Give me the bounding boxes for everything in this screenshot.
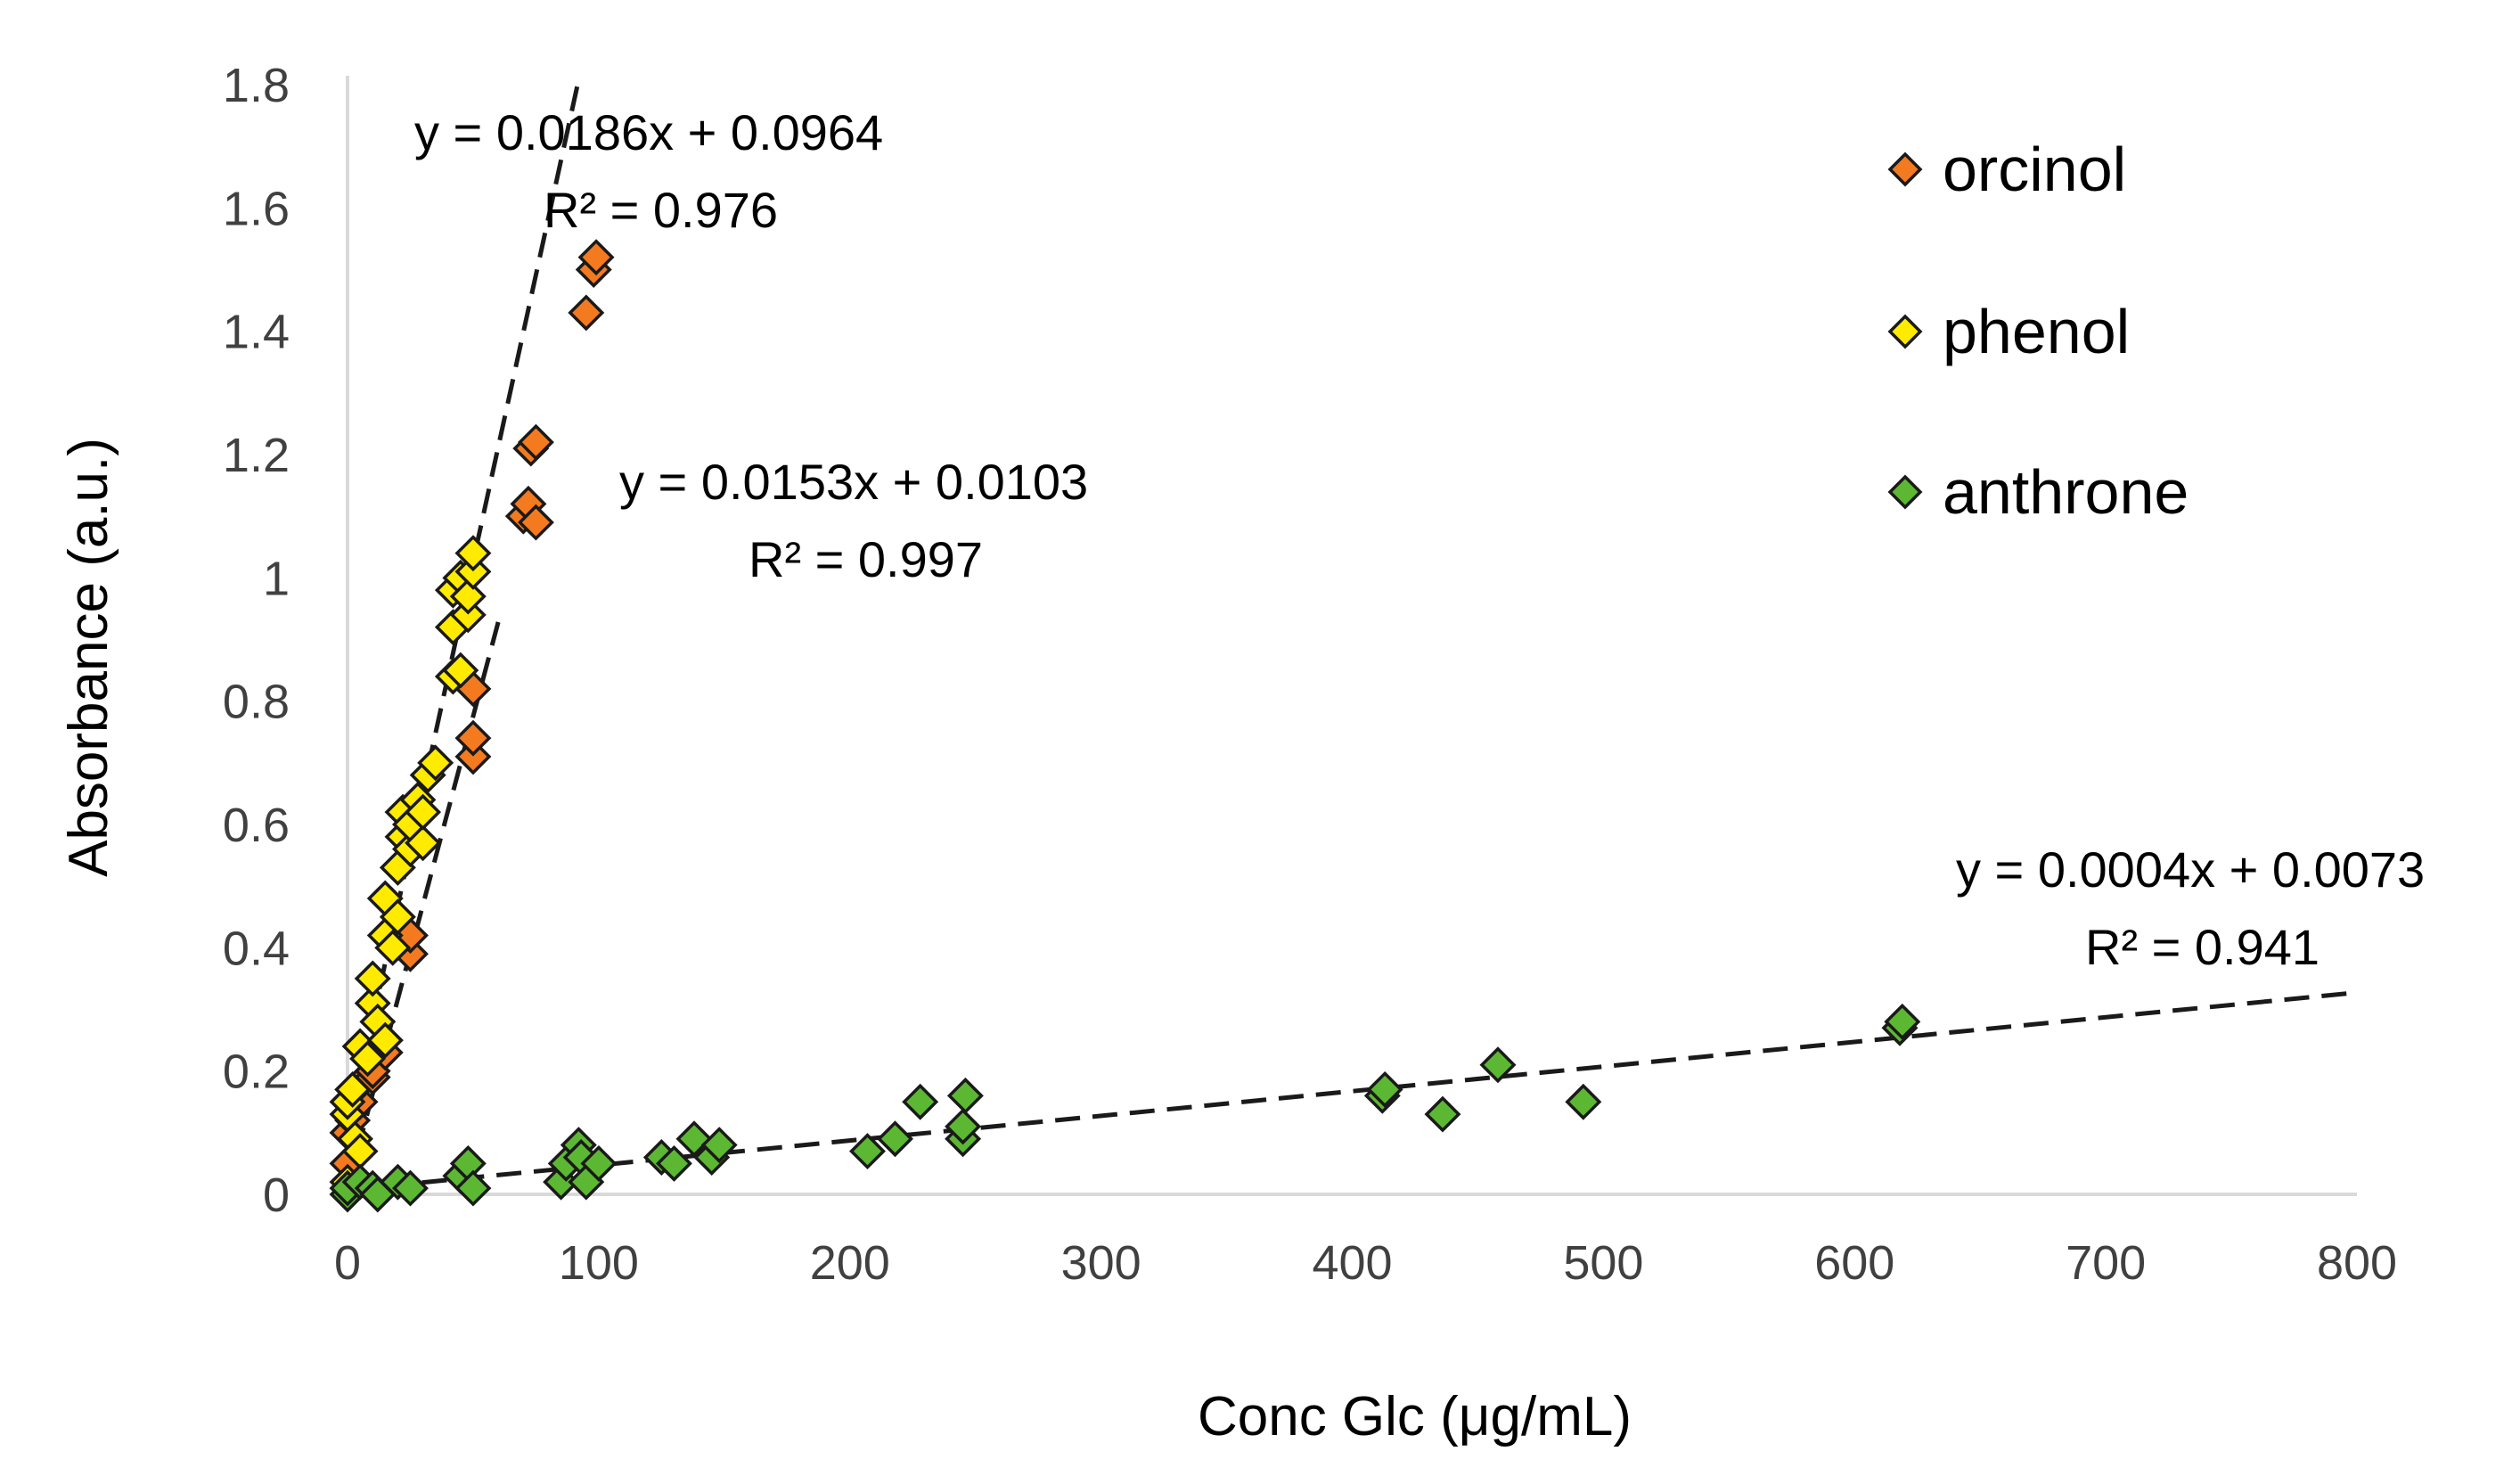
y-tick-label: 0 bbox=[263, 1168, 290, 1222]
phenol-legend-label: phenol bbox=[1943, 297, 2130, 366]
orcinol-point bbox=[454, 738, 492, 775]
phenol-point bbox=[366, 1021, 404, 1059]
phenol-legend-marker bbox=[1887, 314, 1923, 349]
axes bbox=[346, 76, 2357, 1196]
phenol-point bbox=[449, 578, 487, 615]
anthrone-point bbox=[391, 1169, 429, 1207]
phenol-point bbox=[349, 1040, 387, 1078]
phenol-point bbox=[334, 1070, 372, 1108]
phenol-point bbox=[405, 824, 442, 862]
orcinol-point bbox=[454, 719, 492, 757]
orcinol-point bbox=[517, 504, 554, 541]
x-tick-label: 0 bbox=[334, 1236, 361, 1290]
y-tick-label: 1.2 bbox=[223, 429, 290, 482]
anthrone-point bbox=[1424, 1095, 1461, 1133]
phenol-point bbox=[374, 929, 412, 966]
anthrone-point bbox=[1884, 1003, 1921, 1040]
y-tick-label: 1.8 bbox=[223, 59, 290, 112]
phenol-point bbox=[449, 596, 487, 634]
x-tick-label: 400 bbox=[1312, 1236, 1392, 1290]
phenol-point bbox=[354, 960, 391, 997]
trendline-annotations: y = 0.0186x + 0.0964 R² = 0.976 y = 0.01… bbox=[414, 104, 2425, 975]
anthrone-point bbox=[902, 1083, 939, 1120]
phenol-r2: R² = 0.997 bbox=[749, 531, 983, 587]
y-tick-label: 1 bbox=[263, 552, 290, 605]
phenol-point bbox=[454, 553, 492, 590]
phenol-point bbox=[405, 793, 442, 831]
x-tick-label: 200 bbox=[810, 1236, 890, 1290]
y-tick-label: 1.4 bbox=[223, 306, 290, 359]
x-tick-label: 800 bbox=[2317, 1236, 2397, 1290]
orcinol-equation: y = 0.0186x + 0.0964 bbox=[414, 104, 883, 160]
orcinol-legend-marker bbox=[1887, 152, 1923, 187]
phenol-point bbox=[454, 535, 492, 572]
anthrone-point bbox=[700, 1127, 738, 1164]
y-axis-title: Absorbance (a.u.) bbox=[58, 438, 119, 877]
y-tick-label: 0.4 bbox=[223, 922, 290, 975]
data-points bbox=[329, 239, 1921, 1213]
anthrone-point bbox=[1565, 1083, 1602, 1120]
y-tick-label: 1.6 bbox=[223, 182, 290, 235]
anthrone-point bbox=[1366, 1070, 1403, 1108]
x-tick-labels: 0 100 200 300 400 500 600 700 800 bbox=[334, 1236, 2397, 1290]
orcinol-point bbox=[568, 294, 605, 332]
anthrone-point bbox=[675, 1120, 713, 1158]
anthrone-point bbox=[655, 1144, 692, 1182]
phenol-point bbox=[417, 744, 454, 782]
y-tick-label: 0.6 bbox=[223, 799, 290, 852]
y-tick-label: 0.2 bbox=[223, 1046, 290, 1099]
anthrone-point bbox=[945, 1108, 982, 1145]
phenol-point bbox=[379, 898, 416, 936]
x-axis-title: Conc Glc (μg/mL) bbox=[1198, 1386, 1632, 1447]
y-tick-labels: 0 0.2 0.4 0.6 0.8 1 1.2 1.4 1.6 1.8 bbox=[223, 59, 290, 1222]
anthrone-point bbox=[580, 1144, 618, 1182]
legend: orcinol phenol anthrone bbox=[1887, 135, 2189, 527]
anthrone-r2: R² = 0.941 bbox=[2085, 919, 2320, 975]
x-tick-label: 300 bbox=[1061, 1236, 1141, 1290]
anthrone-legend-label: anthrone bbox=[1943, 457, 2189, 527]
anthrone-point bbox=[1479, 1046, 1517, 1084]
anthrone-legend-marker bbox=[1887, 474, 1923, 510]
anthrone-point bbox=[946, 1077, 984, 1114]
trendlines bbox=[345, 84, 2358, 1193]
y-tick-label: 0.8 bbox=[223, 676, 290, 729]
phenol-point bbox=[442, 652, 479, 689]
phenol-equation: y = 0.0153x + 0.0103 bbox=[619, 454, 1088, 510]
anthrone-point bbox=[849, 1133, 886, 1170]
orcinol-point bbox=[577, 239, 615, 276]
orcinol-legend-label: orcinol bbox=[1943, 135, 2126, 204]
x-tick-label: 700 bbox=[2066, 1236, 2146, 1290]
orcinol-point bbox=[517, 423, 554, 461]
anthrone-point bbox=[877, 1120, 913, 1158]
anthrone-equation: y = 0.0004x + 0.0073 bbox=[1956, 841, 2425, 898]
x-tick-label: 600 bbox=[1814, 1236, 1894, 1290]
x-tick-label: 100 bbox=[559, 1236, 639, 1290]
orcinol-r2: R² = 0.976 bbox=[544, 182, 778, 238]
x-tick-label: 500 bbox=[1563, 1236, 1643, 1290]
anthrone-point bbox=[454, 1169, 492, 1207]
